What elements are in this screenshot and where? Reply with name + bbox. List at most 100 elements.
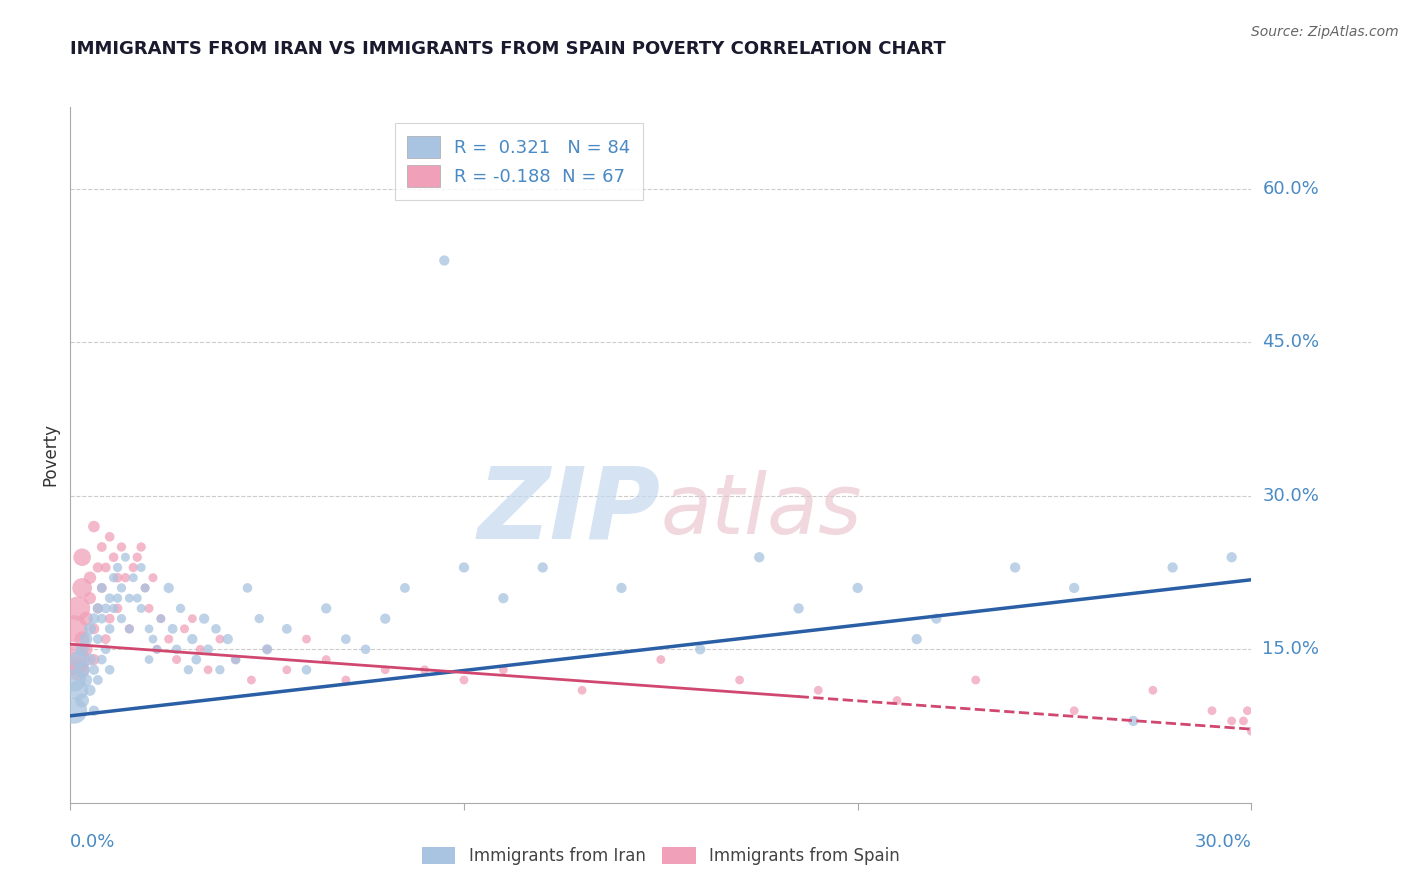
Text: 45.0%: 45.0%	[1263, 334, 1320, 351]
Point	[114, 550, 136, 565]
Point	[531, 560, 554, 574]
Point	[94, 642, 117, 657]
Point	[1142, 683, 1164, 698]
Point	[335, 673, 357, 687]
Point	[107, 591, 129, 606]
Point	[75, 673, 97, 687]
Point	[70, 581, 93, 595]
Point	[83, 663, 105, 677]
Point	[63, 652, 86, 666]
Point	[157, 581, 180, 595]
Point	[1220, 550, 1243, 565]
Point	[295, 663, 318, 677]
Text: ZIP: ZIP	[478, 462, 661, 559]
Point	[103, 601, 125, 615]
Point	[103, 550, 125, 565]
Point	[75, 642, 97, 657]
Point	[118, 622, 141, 636]
Point	[173, 622, 195, 636]
Point	[197, 642, 219, 657]
Point	[276, 663, 298, 677]
Point	[846, 581, 869, 595]
Point	[374, 612, 396, 626]
Point	[129, 601, 152, 615]
Text: 15.0%: 15.0%	[1263, 640, 1319, 658]
Text: 30.0%: 30.0%	[1263, 487, 1319, 505]
Point	[87, 632, 110, 646]
Text: 0.0%: 0.0%	[70, 833, 115, 851]
Point	[181, 632, 204, 646]
Point	[433, 253, 456, 268]
Point	[90, 581, 112, 595]
Point	[87, 673, 110, 687]
Point	[149, 612, 172, 626]
Point	[149, 612, 172, 626]
Point	[110, 540, 132, 554]
Point	[83, 622, 105, 636]
Point	[728, 673, 751, 687]
Point	[1240, 724, 1263, 739]
Point	[79, 591, 101, 606]
Point	[1161, 560, 1184, 574]
Point	[83, 519, 105, 533]
Point	[162, 622, 184, 636]
Point	[1232, 714, 1254, 728]
Point	[181, 612, 204, 626]
Point	[67, 663, 90, 677]
Point	[905, 632, 928, 646]
Point	[67, 601, 90, 615]
Point	[146, 642, 169, 657]
Point	[98, 612, 121, 626]
Point	[807, 683, 830, 698]
Point	[122, 571, 145, 585]
Point	[276, 622, 298, 636]
Point	[75, 612, 97, 626]
Point	[83, 704, 105, 718]
Point	[886, 693, 908, 707]
Point	[70, 642, 93, 657]
Point	[247, 612, 270, 626]
Point	[134, 581, 156, 595]
Point	[1063, 704, 1085, 718]
Point	[146, 642, 169, 657]
Point	[103, 571, 125, 585]
Point	[107, 571, 129, 585]
Point	[650, 652, 672, 666]
Point	[90, 652, 112, 666]
Point	[63, 704, 86, 718]
Point	[748, 550, 770, 565]
Point	[1236, 704, 1258, 718]
Point	[79, 683, 101, 698]
Text: 60.0%: 60.0%	[1263, 180, 1319, 198]
Point	[315, 652, 337, 666]
Legend: R =  0.321   N = 84, R = -0.188  N = 67: R = 0.321 N = 84, R = -0.188 N = 67	[395, 123, 644, 200]
Point	[787, 601, 810, 615]
Point	[188, 642, 211, 657]
Point	[1220, 714, 1243, 728]
Point	[94, 601, 117, 615]
Point	[79, 652, 101, 666]
Point	[1201, 704, 1223, 718]
Point	[315, 601, 337, 615]
Point	[1122, 714, 1144, 728]
Point	[142, 571, 165, 585]
Point	[83, 652, 105, 666]
Point	[94, 560, 117, 574]
Text: IMMIGRANTS FROM IRAN VS IMMIGRANTS FROM SPAIN POVERTY CORRELATION CHART: IMMIGRANTS FROM IRAN VS IMMIGRANTS FROM …	[70, 40, 946, 58]
Point	[453, 560, 475, 574]
Point	[335, 632, 357, 646]
Point	[67, 683, 90, 698]
Point	[240, 673, 263, 687]
Point	[157, 632, 180, 646]
Point	[197, 663, 219, 677]
Point	[98, 622, 121, 636]
Text: atlas: atlas	[661, 470, 862, 551]
Point	[169, 601, 191, 615]
Point	[127, 591, 149, 606]
Point	[453, 673, 475, 687]
Point	[208, 663, 231, 677]
Point	[87, 560, 110, 574]
Point	[98, 663, 121, 677]
Point	[374, 663, 396, 677]
Point	[87, 601, 110, 615]
